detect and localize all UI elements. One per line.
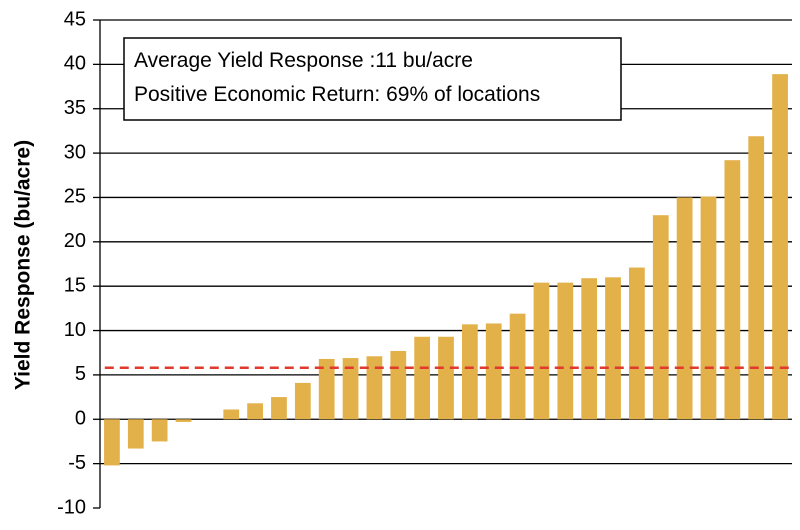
- bar: [557, 282, 574, 420]
- bar: [342, 358, 359, 420]
- y-tick-label: 30: [64, 141, 86, 163]
- annotation-box: Average Yield Response :11 bu/acre Posit…: [123, 37, 622, 121]
- bar: [175, 419, 192, 422]
- bar: [127, 419, 144, 449]
- y-tick-label: 10: [64, 319, 86, 341]
- bar: [581, 278, 598, 420]
- y-tick-label: 20: [64, 230, 86, 252]
- bar: [629, 267, 645, 420]
- bar: [461, 324, 478, 420]
- bar: [533, 282, 550, 420]
- y-tick-label: 35: [64, 97, 86, 119]
- bars: [104, 74, 788, 466]
- bar: [390, 350, 407, 420]
- y-tick-label: 25: [64, 186, 86, 208]
- bar: [151, 419, 168, 442]
- bar: [247, 403, 263, 420]
- bar: [414, 336, 431, 420]
- bar: [485, 323, 502, 420]
- bar: [748, 136, 765, 420]
- y-tick-label: -5: [68, 452, 86, 474]
- bar: [223, 409, 240, 420]
- annotation-economic-return: Positive Economic Return: 69% of locatio…: [134, 83, 540, 106]
- y-tick-labels: -10 -5 0 5 10 15 20 25 30 35 40 45: [57, 8, 86, 518]
- bar: [366, 356, 383, 420]
- bar: [772, 74, 788, 420]
- bar: [509, 313, 526, 420]
- bar: [652, 215, 669, 420]
- bar: [676, 197, 693, 420]
- bar: [724, 160, 741, 420]
- axes: [93, 19, 101, 509]
- y-tick-label: 15: [64, 274, 86, 296]
- y-tick-label: 5: [75, 363, 86, 385]
- bar: [294, 382, 311, 420]
- y-tick-label: -10: [57, 496, 86, 518]
- y-tick-label: 40: [64, 53, 86, 75]
- y-tick-label: 45: [64, 8, 86, 30]
- annotation-frame: [123, 37, 622, 121]
- bar: [700, 196, 717, 420]
- bar: [271, 397, 287, 420]
- y-tick-label: 0: [75, 408, 86, 430]
- y-axis-title: Yield Response (bu/acre): [12, 140, 35, 390]
- bar: [605, 277, 621, 420]
- bar: [438, 336, 454, 420]
- bar: [104, 419, 120, 466]
- bar: [318, 358, 335, 420]
- annotation-average-yield: Average Yield Response :11 bu/acre: [134, 49, 473, 72]
